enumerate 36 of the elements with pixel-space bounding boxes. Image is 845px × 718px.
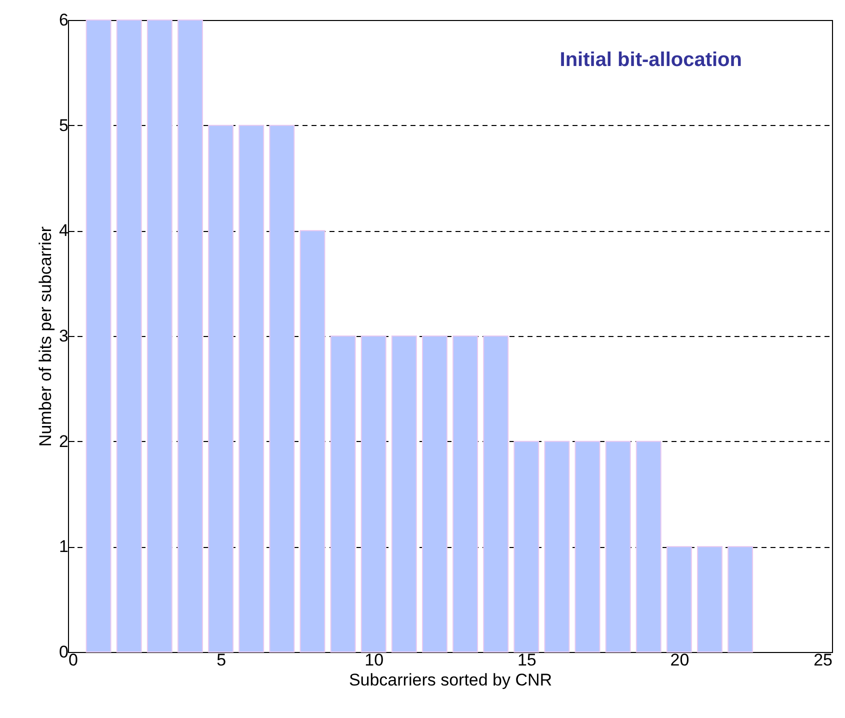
bar <box>178 20 203 652</box>
y-tick-label: 3 <box>59 326 68 346</box>
bar <box>666 546 692 652</box>
y-tick-label: 1 <box>59 537 68 556</box>
bar <box>605 440 631 652</box>
bar <box>300 230 326 652</box>
x-tick-label: 25 <box>814 650 832 670</box>
bar <box>330 336 356 652</box>
y-tick-label: 6 <box>59 10 68 30</box>
x-tick-label: 20 <box>670 650 690 670</box>
bar <box>544 440 570 652</box>
bar <box>452 336 478 652</box>
bar <box>208 124 234 652</box>
x-tick-label: 10 <box>364 650 384 670</box>
x-tick-label: 15 <box>517 650 536 670</box>
bar <box>728 546 754 652</box>
x-axis-title: Subcarriers sorted by CNR <box>348 670 552 690</box>
bar <box>391 336 417 652</box>
annotation: Initial bit-allocation <box>560 49 742 71</box>
bar <box>422 336 448 652</box>
bar <box>269 124 295 652</box>
bar <box>360 336 386 652</box>
y-tick-label: 5 <box>59 116 68 135</box>
bar <box>636 440 662 652</box>
bar <box>238 124 264 652</box>
bar <box>514 440 540 652</box>
y-tick-label: 4 <box>59 221 68 240</box>
bar <box>146 20 172 652</box>
y-tick-label: 2 <box>59 432 68 451</box>
bar <box>697 546 722 652</box>
y-axis-title: Number of bits per subcarrier <box>36 226 56 447</box>
bar <box>116 20 142 652</box>
bar <box>86 20 112 652</box>
bar <box>483 336 509 652</box>
bar <box>574 440 600 652</box>
x-tick-label: 5 <box>216 650 226 670</box>
